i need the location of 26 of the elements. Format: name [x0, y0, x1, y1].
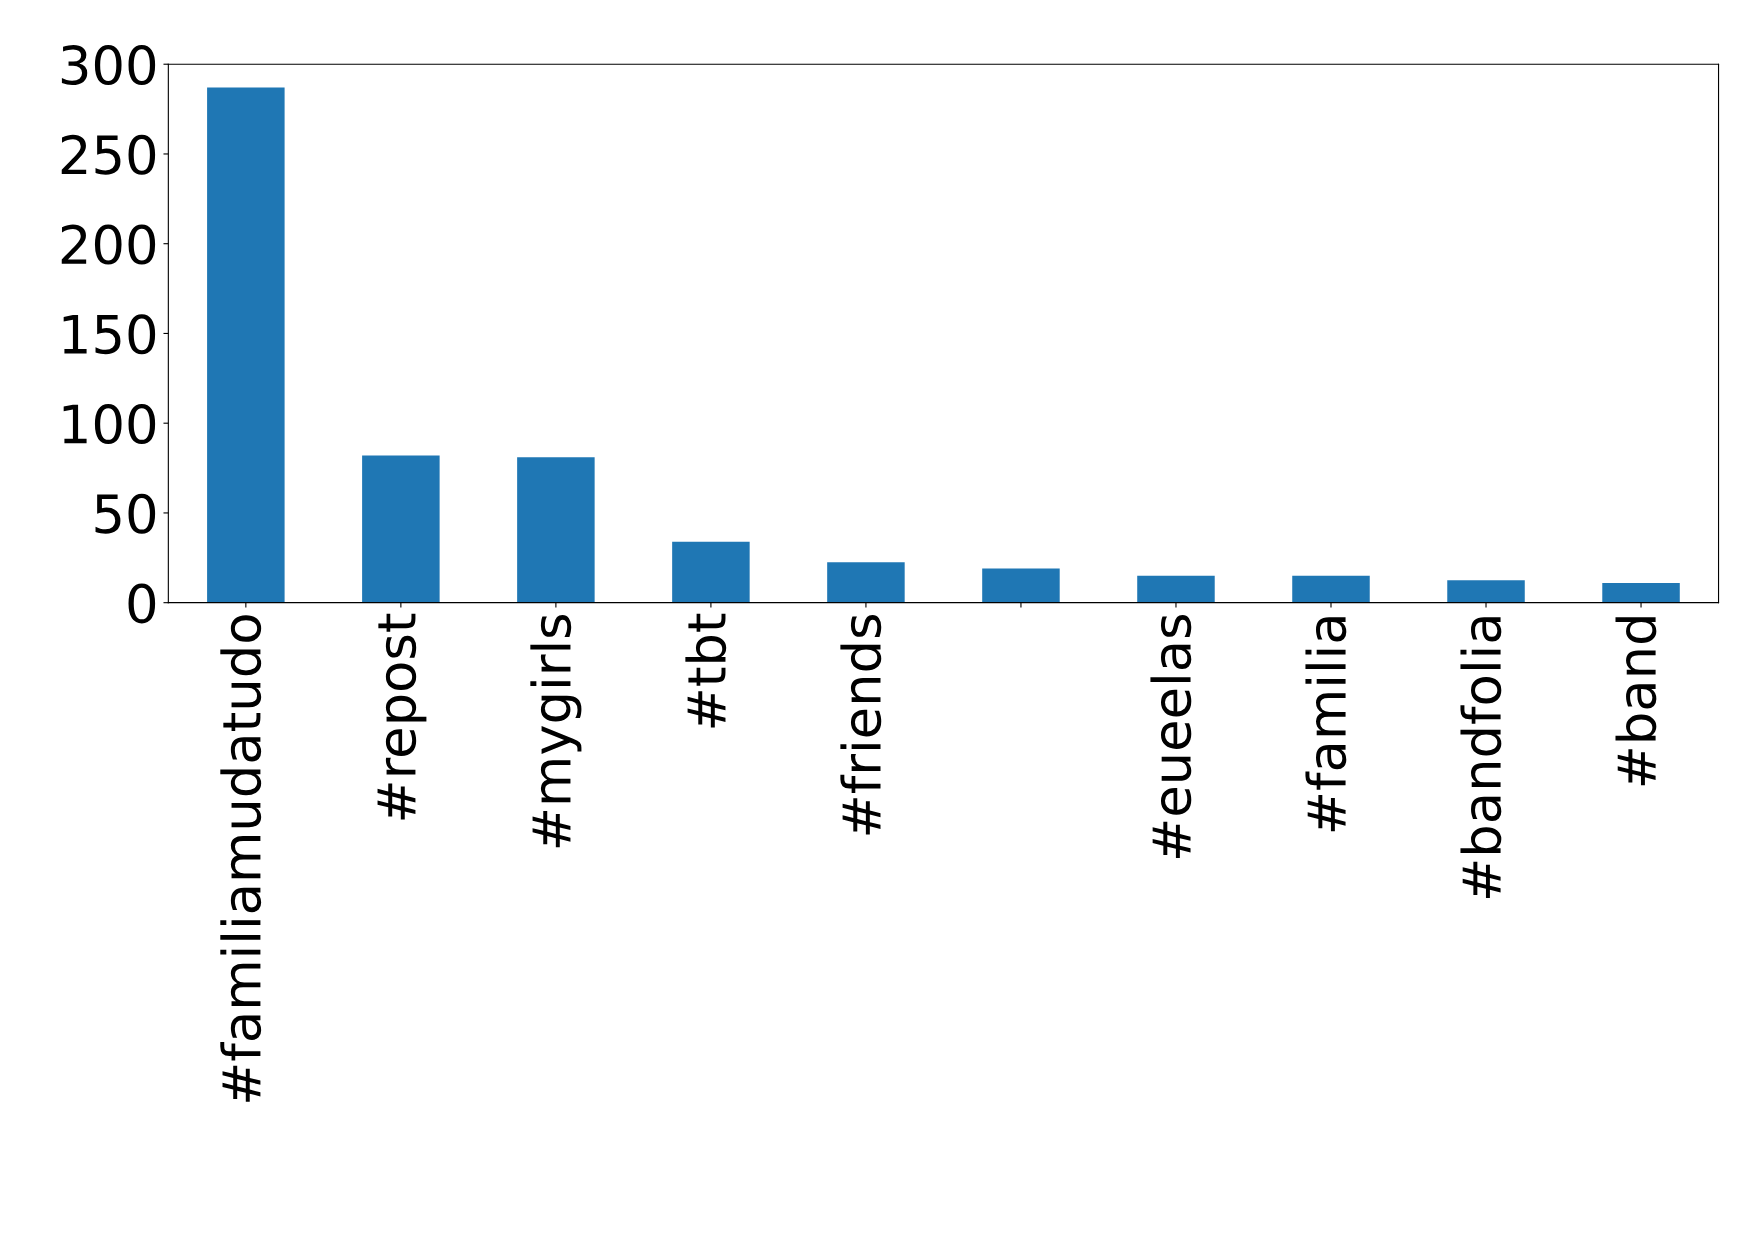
x-tick-label: #tbt	[685, 613, 727, 728]
bar	[362, 455, 440, 603]
bar	[1602, 582, 1680, 603]
x-tick-label: #familia	[1305, 617, 1347, 832]
x-tick-label: #familiamudatudo	[220, 615, 262, 1102]
bar	[1137, 575, 1215, 603]
y-tick-label: 200	[61, 224, 156, 265]
bar	[827, 562, 905, 603]
x-tick-label: #eueelas	[1150, 614, 1192, 858]
bar	[982, 568, 1060, 603]
x-tick-label: #mygirls	[530, 614, 582, 848]
y-tick-label: 150	[63, 314, 156, 355]
y-tick-label: 250	[61, 134, 156, 175]
bar	[1292, 575, 1370, 603]
x-tick-label: #bandfolia	[1460, 617, 1502, 898]
x-tick-label: #repost	[377, 613, 427, 820]
y-tick-label: 0	[128, 583, 156, 624]
y-tick-label: 300	[61, 45, 156, 86]
x-tick-label: #band	[1615, 617, 1657, 786]
bar	[517, 457, 595, 603]
bar	[207, 87, 285, 603]
bar	[1447, 580, 1525, 603]
y-tick-label: 100	[63, 404, 156, 444]
y-tick-label: 50	[95, 493, 156, 534]
x-tick-label: #friends	[840, 614, 882, 835]
bar	[672, 541, 750, 603]
